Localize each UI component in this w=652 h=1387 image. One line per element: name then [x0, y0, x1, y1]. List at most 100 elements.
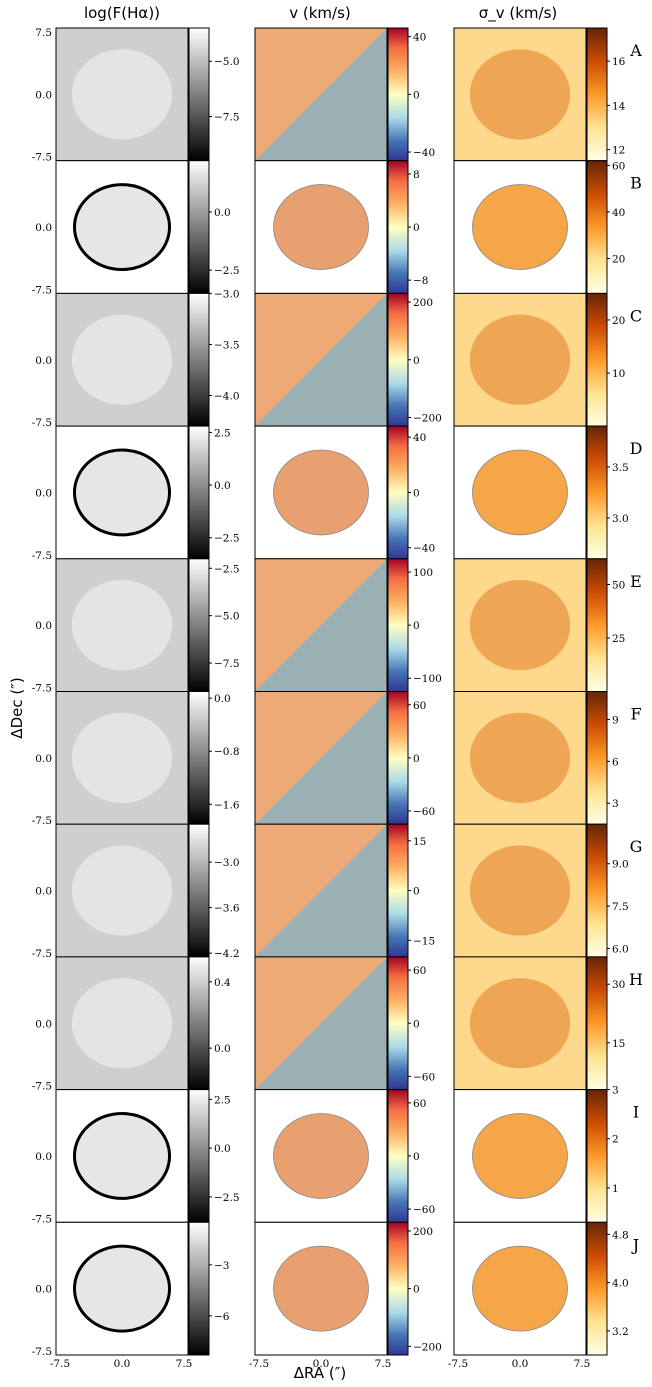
panel-A-flux: −5.0 −7.5 7.5 0.0 -7.5 — [32, 27, 240, 164]
panel-B-velocity: 8 0 −8 — [254, 160, 428, 294]
x-tick-label: 7.5 — [375, 1358, 392, 1370]
colorbar-tick-label: 12 — [612, 145, 625, 157]
colorbar-E-dispersion: 50 25 — [586, 558, 625, 692]
y-tick-label: -7.5 — [32, 284, 52, 296]
map-C-velocity — [254, 292, 388, 427]
y-tick-label: -7.5 — [32, 815, 52, 827]
colorbar-tick-label: 25 — [612, 633, 625, 645]
y-tick-label: -7.5 — [32, 1213, 52, 1225]
colorbar-H-velocity: 60 0 −60 — [387, 956, 435, 1091]
row-label-I: I — [633, 1103, 639, 1122]
map-A-velocity — [254, 27, 388, 162]
map-B-flux — [55, 160, 189, 294]
colorbar-tick-label: 0 — [413, 487, 420, 499]
panel-D-dispersion: 3.5 3.0 — [453, 425, 629, 560]
colorbar-tick-label: −5.0 — [214, 611, 240, 623]
row-H: 0.4 0.0 0.0 -7.5 60 0 −60 30 15 H — [32, 956, 643, 1093]
panel-C-velocity: 200 0 −200 — [254, 292, 442, 427]
colorbar-A-flux: −5.0 −7.5 — [188, 27, 240, 162]
y-tick-label: 0.0 — [35, 886, 52, 898]
colorbar-tick-label: −2.5 — [214, 1192, 240, 1204]
colorbar-tick-label: 1 — [612, 1183, 619, 1195]
colorbar-tick-label: 30 — [612, 979, 625, 991]
colorbar-G-dispersion: 9.0 7.5 6.0 — [586, 823, 629, 958]
colorbar-tick-label: 3.0 — [612, 513, 629, 525]
colorbar-tick-label: −3.6 — [214, 903, 240, 915]
map-G-velocity — [254, 823, 388, 958]
colorbar-tick-label: 15 — [612, 1038, 625, 1050]
colorbar-tick-label: −4.2 — [214, 948, 240, 960]
colorbar-tick-label: −2.5 — [214, 563, 240, 575]
map-C-flux — [55, 292, 189, 427]
colorbar-tick-label: −2.5 — [214, 533, 240, 545]
colorbar-tick-label: −15 — [413, 935, 435, 947]
row-label-B: B — [630, 174, 642, 193]
panel-D-velocity: 40 0 −40 — [254, 425, 435, 560]
y-tick-label: 0.0 — [35, 1018, 52, 1030]
colorbar-tick-label: 9.0 — [612, 859, 629, 871]
panel-H-dispersion: 30 15 — [453, 956, 625, 1091]
colorbar-tick-label: −7.5 — [214, 111, 240, 123]
colorbar-B-dispersion: 60 40 20 — [586, 160, 625, 294]
map-H-velocity — [254, 956, 388, 1091]
y-tick-label: 0.0 — [35, 1284, 52, 1296]
panel-F-dispersion: 9 6 3 — [453, 691, 619, 825]
y-tick-label: 0.0 — [35, 89, 52, 101]
x-tick-label: -7.5 — [448, 1358, 468, 1370]
colorbar-tick-label: 0 — [413, 1284, 420, 1296]
x-tick-label: -7.5 — [249, 1358, 269, 1370]
row-label-E: E — [630, 572, 642, 591]
column-title-dispersion: σ_v (km/s) — [479, 4, 558, 23]
x-tick-label: 0.0 — [512, 1358, 529, 1370]
panel-A-velocity: 40 0 −40 — [254, 27, 435, 162]
map-I-flux — [55, 1089, 189, 1223]
colorbar-tick-label: −40 — [413, 543, 435, 555]
colorbar-tick-label: 0 — [413, 753, 420, 765]
y-tick-label: -7.5 — [32, 550, 52, 562]
map-D-flux — [55, 425, 189, 560]
colorbar-tick-label: 60 — [413, 700, 426, 712]
row-B: 0.0 −2.5 0.0 -7.5 8 0 −8 60 40 20 B — [32, 160, 642, 296]
colorbar-tick-label: 3 — [612, 1085, 619, 1097]
colorbar-tick-label: −1.6 — [214, 799, 240, 811]
panel-B-dispersion: 60 40 20 — [453, 160, 625, 294]
map-I-velocity — [254, 1089, 388, 1223]
colorbar-tick-label: 8 — [413, 169, 420, 181]
colorbar-tick-label: 3 — [612, 798, 619, 810]
y-tick-label: 0.0 — [35, 620, 52, 632]
y-tick-label: -7.5 — [32, 417, 52, 429]
panel-G-flux: −3.0 −3.6 −4.2 0.0 -7.5 — [32, 823, 240, 960]
map-I-dispersion — [453, 1089, 587, 1223]
panel-J-flux: −3 −6 0.0 -7.5-7.5 0.0 7.5 — [32, 1221, 230, 1370]
y-tick-label: 0.0 — [35, 1151, 52, 1163]
y-tick-label: -7.5 — [32, 1081, 52, 1093]
colorbar-tick-label: −2.5 — [214, 265, 240, 277]
colorbar-tick-label: 0 — [413, 222, 420, 234]
colorbar-tick-label: −0.8 — [214, 746, 240, 758]
colorbar-tick-label: 20 — [612, 315, 625, 327]
map-D-velocity — [254, 425, 388, 560]
colorbar-tick-label: 2.5 — [214, 1094, 231, 1106]
map-J-velocity — [254, 1221, 388, 1356]
y-tick-label: -7.5 — [32, 948, 52, 960]
x-axis-label: ΔRA (″) — [294, 1364, 346, 1382]
colorbar-tick-label: −3.0 — [214, 288, 240, 300]
colorbar-G-velocity: 15 0 −15 — [387, 823, 435, 958]
colorbar-tick-label: 40 — [413, 32, 426, 44]
colorbar-tick-label: 7.5 — [612, 901, 629, 913]
panel-H-velocity: 60 0 −60 — [254, 956, 435, 1091]
colorbar-I-flux: 2.5 0.0 −2.5 — [188, 1089, 240, 1223]
colorbar-tick-label: 60 — [612, 160, 625, 172]
colorbar-tick-label: 200 — [413, 297, 433, 309]
y-tick-label: 0.0 — [35, 753, 52, 765]
colorbar-tick-label: −4.0 — [214, 390, 240, 402]
panel-C-flux: −3.0 −3.5 −4.0 0.0 -7.5 — [32, 288, 240, 429]
colorbar-tick-label: 200 — [413, 1226, 433, 1238]
column-title-flux: log(F(Hα)) — [84, 4, 160, 22]
colorbar-F-velocity: 60 0 −60 — [387, 691, 435, 825]
y-axis-label: ΔDec (″) — [8, 677, 26, 738]
row-label-G: G — [630, 837, 643, 856]
row-D: 2.5 0.0 −2.5 0.0 -7.5 40 0 −40 3.5 3.0 D — [32, 425, 642, 562]
y-tick-label: 7.5 — [35, 27, 52, 39]
